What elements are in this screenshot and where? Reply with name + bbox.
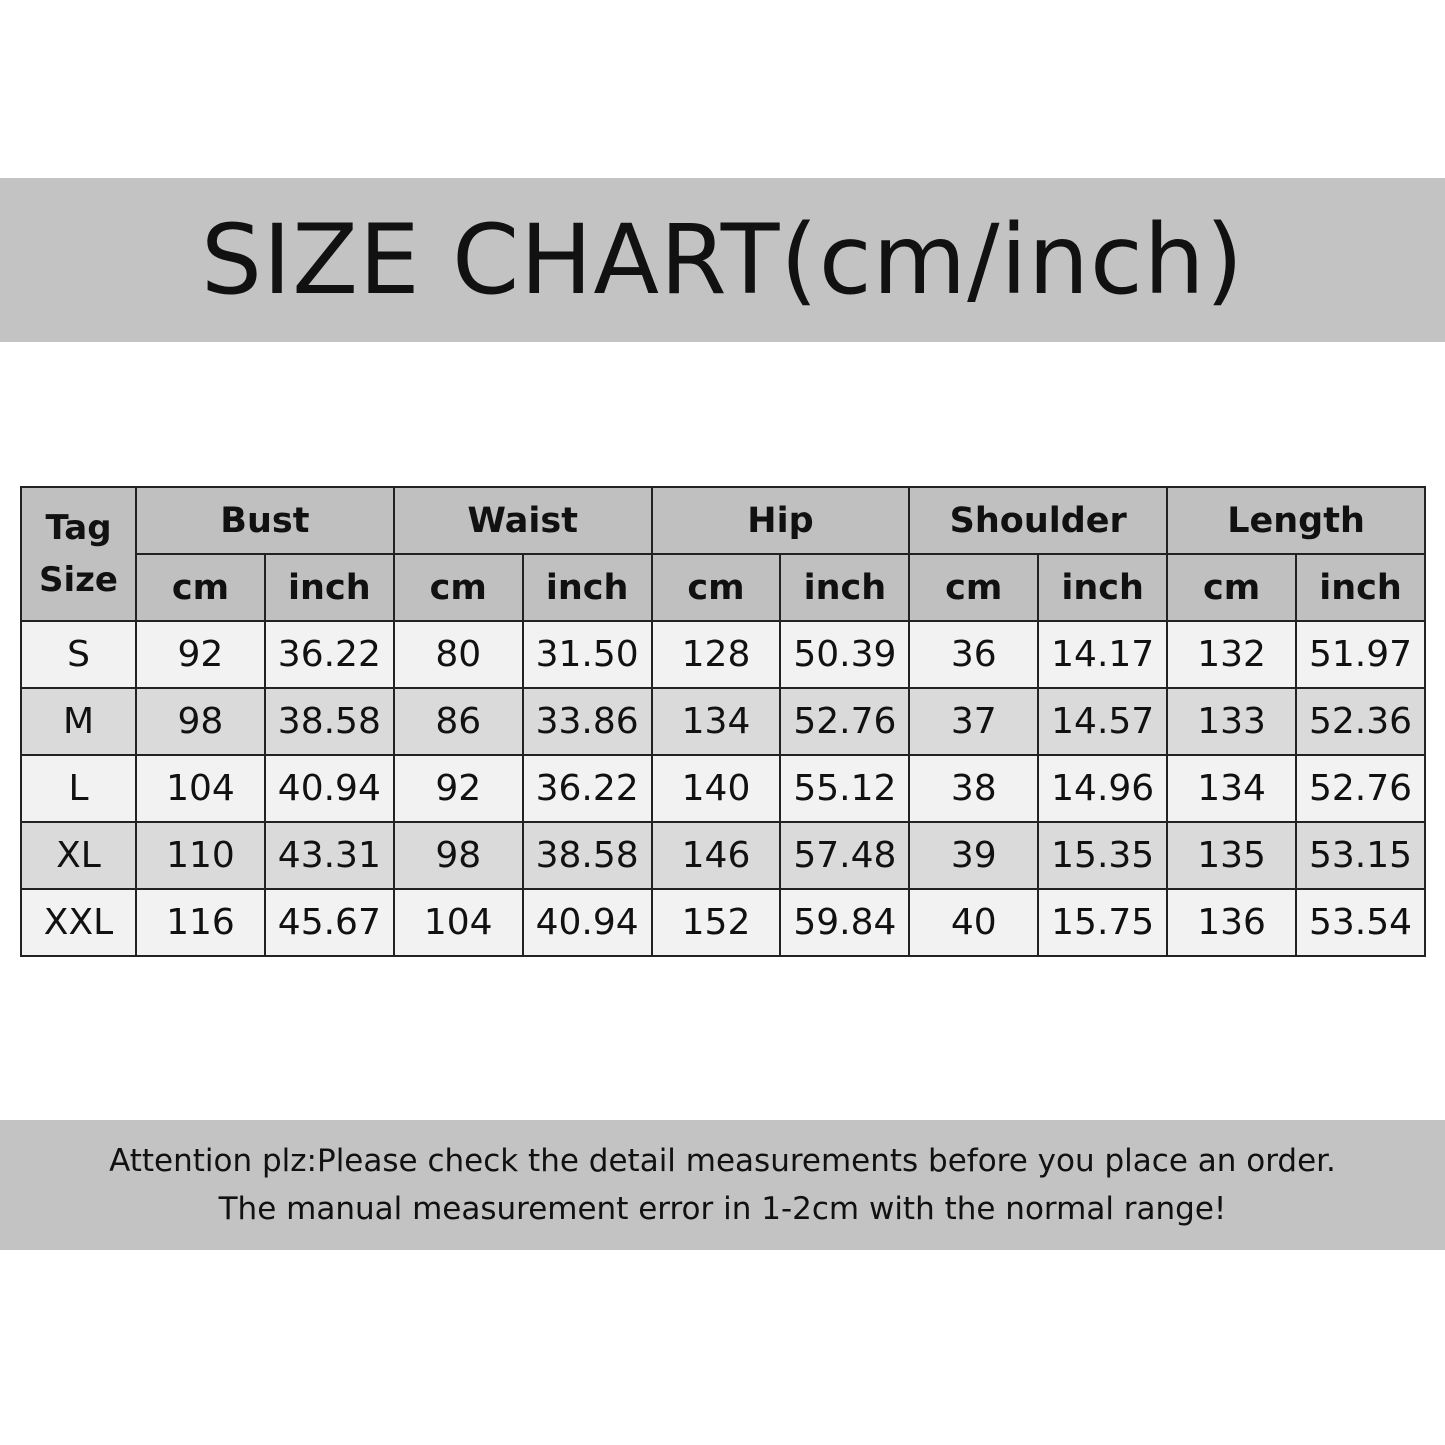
value-cell: 128 <box>650 620 782 689</box>
unit-header-inch: inch <box>779 553 911 622</box>
value-cell: 14.17 <box>1037 620 1169 689</box>
value-cell: 152 <box>650 888 782 957</box>
value-cell: 132 <box>1166 620 1298 689</box>
value-cell: 136 <box>1166 888 1298 957</box>
unit-header-inch: inch <box>1037 553 1169 622</box>
value-cell: 98 <box>135 687 266 756</box>
size-label: Size <box>39 560 118 600</box>
group-header-hip: Hip <box>650 486 911 555</box>
value-cell: 51.97 <box>1295 620 1426 689</box>
value-cell: 36.22 <box>263 620 395 689</box>
footer-band: Attention plz:Please check the detail me… <box>0 1120 1445 1250</box>
value-cell: 134 <box>650 687 782 756</box>
group-header-length: Length <box>1166 486 1426 555</box>
value-cell: 55.12 <box>779 754 911 823</box>
value-cell: 53.15 <box>1295 821 1426 890</box>
value-cell: 86 <box>392 687 524 756</box>
value-cell: 92 <box>135 620 266 689</box>
unit-header-inch: inch <box>263 553 395 622</box>
value-cell: 38.58 <box>521 821 653 890</box>
attention-note: Attention plz:Please check the detail me… <box>109 1143 1336 1179</box>
table-row: XL 110 43.31 98 38.58 146 57.48 39 15.35 135 53.15 <box>20 821 1426 890</box>
value-cell: 80 <box>392 620 524 689</box>
value-cell: 57.48 <box>779 821 911 890</box>
unit-header-row: cm inch cm inch cm inch cm inch cm inch <box>21 553 1426 622</box>
value-cell: 134 <box>1166 754 1298 823</box>
size-cell: L <box>20 754 137 823</box>
value-cell: 135 <box>1166 821 1298 890</box>
value-cell: 133 <box>1166 687 1298 756</box>
size-cell: XXL <box>20 888 137 957</box>
value-cell: 104 <box>392 888 524 957</box>
title-band: SIZE CHART(cm/inch) <box>0 178 1445 342</box>
value-cell: 38.58 <box>263 687 395 756</box>
value-cell: 36.22 <box>521 754 653 823</box>
value-cell: 52.76 <box>779 687 911 756</box>
value-cell: 110 <box>135 821 266 890</box>
tag-label: Tag <box>45 508 112 548</box>
size-cell: M <box>20 687 137 756</box>
group-header-bust: Bust <box>135 486 395 555</box>
value-cell: 39 <box>908 821 1040 890</box>
size-table: Tag Size Bust Waist Hip Shoulder Length cm in… <box>20 486 1426 957</box>
value-cell: 37 <box>908 687 1040 756</box>
error-note: The manual measurement error in 1-2cm wi… <box>218 1191 1227 1227</box>
value-cell: 59.84 <box>779 888 911 957</box>
value-cell: 50.39 <box>779 620 911 689</box>
value-cell: 146 <box>650 821 782 890</box>
group-header-shoulder: Shoulder <box>908 486 1169 555</box>
unit-header-inch: inch <box>521 553 653 622</box>
value-cell: 140 <box>650 754 782 823</box>
group-header-waist: Waist <box>392 486 653 555</box>
value-cell: 40.94 <box>263 754 395 823</box>
value-cell: 40.94 <box>521 888 653 957</box>
unit-header-cm: cm <box>908 553 1040 622</box>
value-cell: 43.31 <box>263 821 395 890</box>
table-row: M 98 38.58 86 33.86 134 52.76 37 14.57 133 52.36 <box>20 687 1426 756</box>
value-cell: 92 <box>392 754 524 823</box>
value-cell: 33.86 <box>521 687 653 756</box>
value-cell: 45.67 <box>263 888 395 957</box>
table-row: S 92 36.22 80 31.50 128 50.39 36 14.17 132 51.97 <box>20 620 1426 689</box>
unit-header-cm: cm <box>135 553 266 622</box>
table-row: XXL 116 45.67 104 40.94 152 59.84 40 15.75 136 53.… <box>20 888 1426 957</box>
value-cell: 98 <box>392 821 524 890</box>
unit-header-cm: cm <box>1166 553 1298 622</box>
unit-header-cm: cm <box>650 553 782 622</box>
value-cell: 15.75 <box>1037 888 1169 957</box>
unit-header-cm: cm <box>392 553 524 622</box>
value-cell: 15.35 <box>1037 821 1169 890</box>
size-cell: XL <box>20 821 137 890</box>
value-cell: 36 <box>908 620 1040 689</box>
value-cell: 14.96 <box>1037 754 1169 823</box>
value-cell: 38 <box>908 754 1040 823</box>
page-title: SIZE CHART(cm/inch) <box>200 204 1245 316</box>
unit-header-inch: inch <box>1295 553 1426 622</box>
value-cell: 52.76 <box>1295 754 1426 823</box>
value-cell: 14.57 <box>1037 687 1169 756</box>
value-cell: 31.50 <box>521 620 653 689</box>
value-cell: 104 <box>135 754 266 823</box>
group-header-row: Tag Size Bust Waist Hip Shoulder Length <box>20 486 1426 622</box>
table-row: L 104 40.94 92 36.22 140 55.12 38 14.96 134 52.76 <box>20 754 1426 823</box>
value-cell: 116 <box>135 888 266 957</box>
tag-size-header: Tag Size <box>20 486 137 622</box>
value-cell: 40 <box>908 888 1040 957</box>
value-cell: 53.54 <box>1295 888 1426 957</box>
size-cell: S <box>20 620 137 689</box>
value-cell: 52.36 <box>1295 687 1426 756</box>
